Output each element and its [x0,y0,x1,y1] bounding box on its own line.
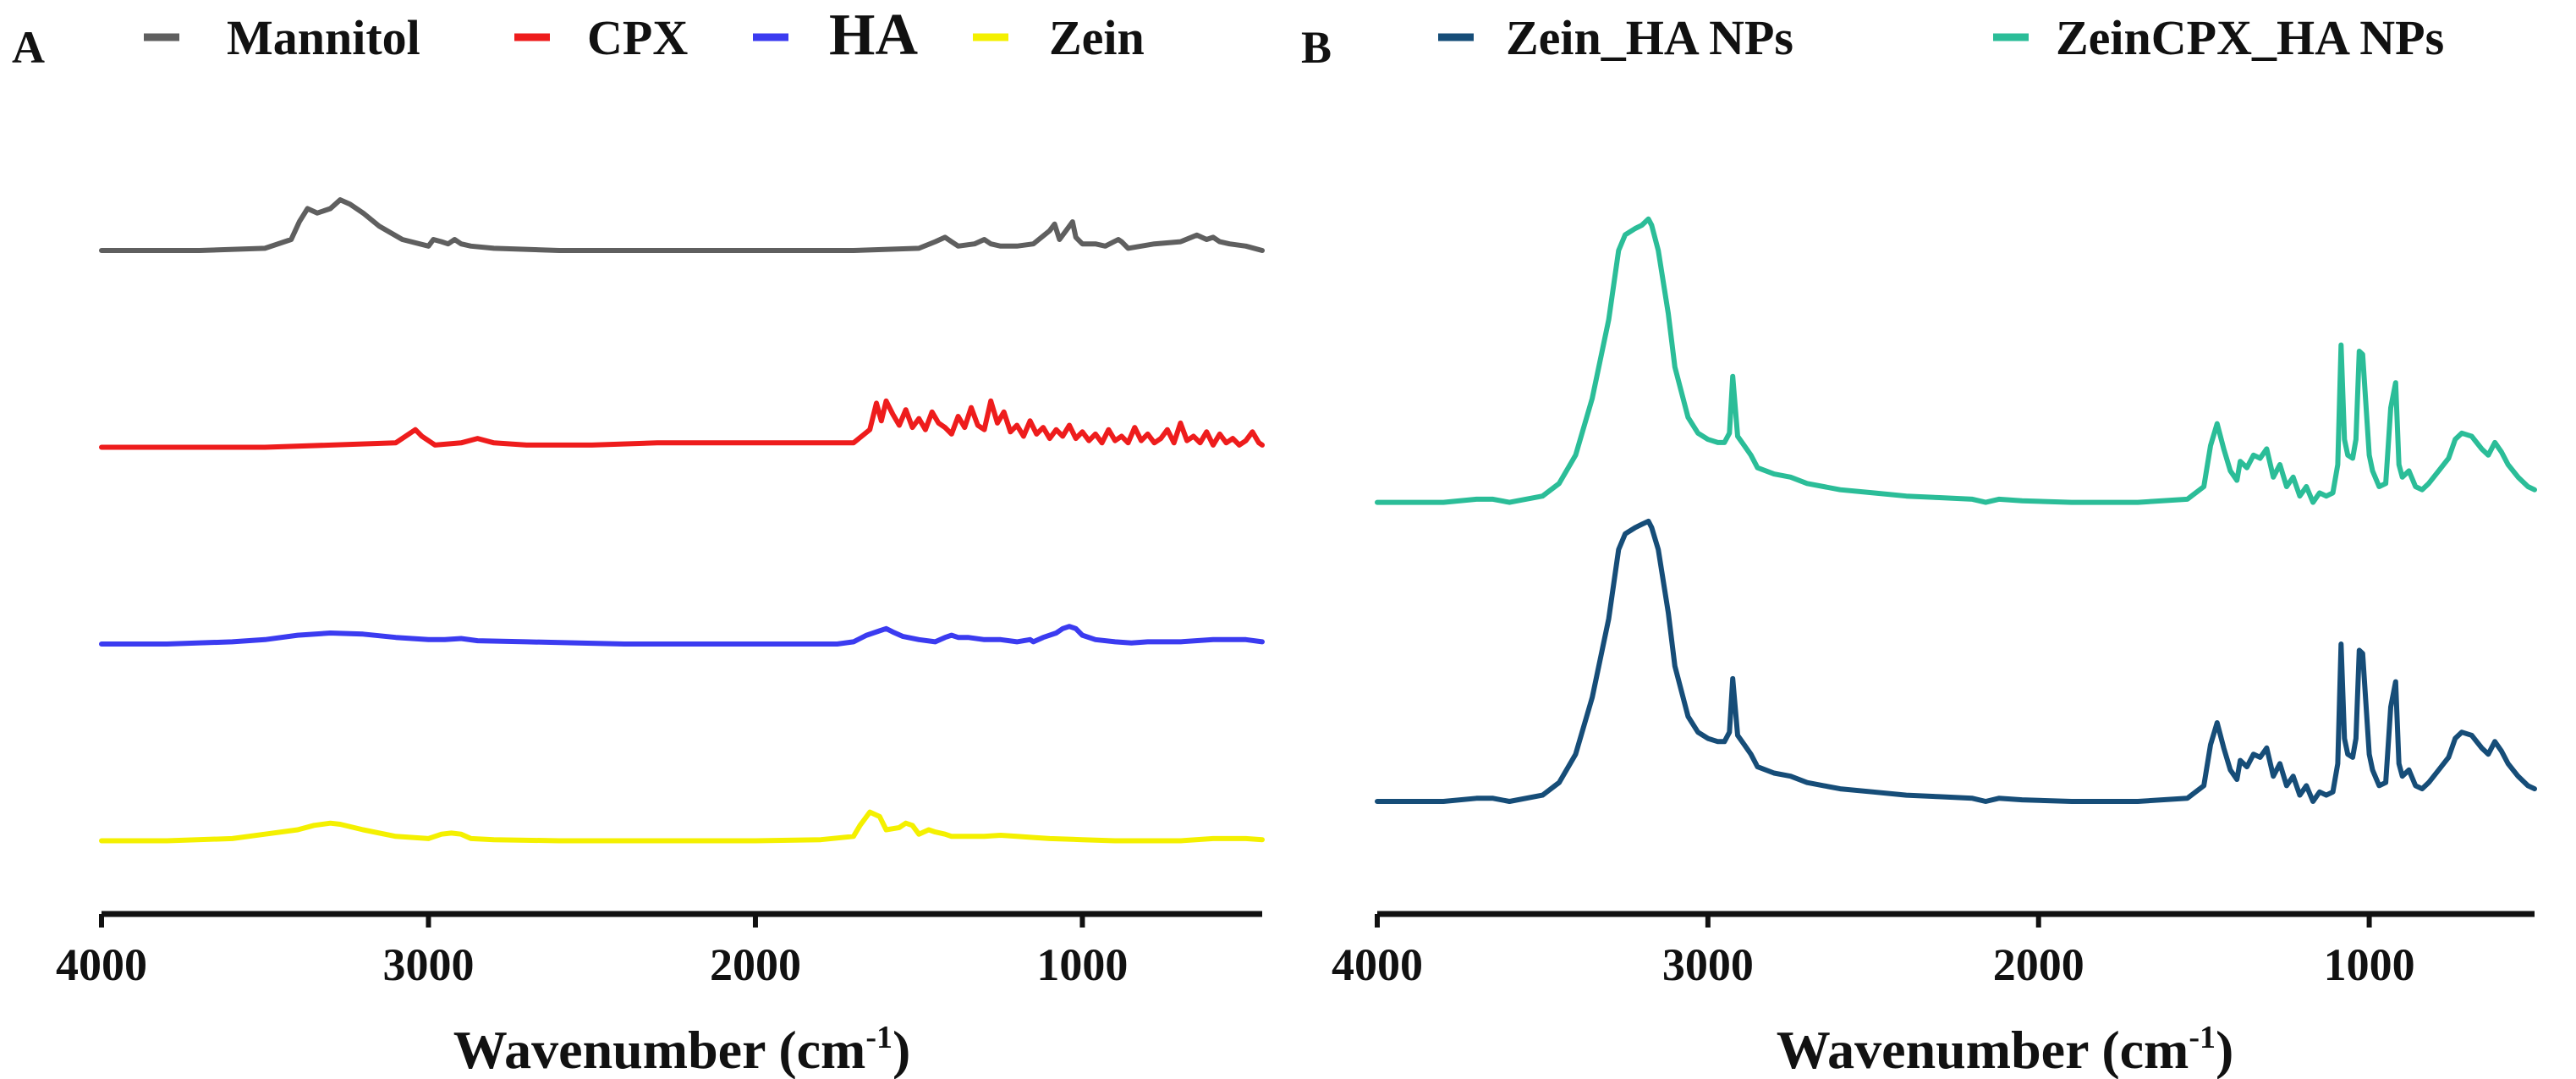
panel-b-tick-label-4000: 4000 [1332,939,1423,990]
panel-a-tick-label-3000: 3000 [382,939,474,990]
panel-a-ticks: 4000 3000 2000 1000 [56,914,1128,990]
panel-b-tick-label-1000: 1000 [2324,939,2415,990]
panel-b: B Zein_HA NPs ZeinCPX_HA NPs 4000 3000 2000… [1301,10,2537,1079]
panel-a: A Mannitol CPX HA Zein 4000 3000 2000 1000 Wav… [12,3,1265,1079]
panel-b-x-axis-title: Wavenumber (cm-1) [1777,1020,2234,1079]
panel-b-legend: Zein_HA NPs ZeinCPX_HA NPs [1438,10,2444,65]
legend-label-cpx: CPX [587,10,688,65]
panel-a-tick-label-4000: 4000 [56,939,147,990]
panel-b-letter: B [1301,22,1332,73]
panel-b-series-zein-ha-nps [1375,518,2537,804]
panel-b-xlabel-superscript: -1 [2189,1020,2216,1055]
panel-a-xlabel-text: Wavenumber (cm [453,1020,866,1079]
panel-a-series-zein [99,809,1265,844]
panel-b-ticks: 4000 3000 2000 1000 [1332,914,2415,990]
legend-label-mannitol: Mannitol [227,10,420,65]
panel-a-x-axis-title: Wavenumber (cm-1) [453,1020,911,1079]
panel-b-tick-label-3000: 3000 [1662,939,1754,990]
panel-a-xlabel-superscript: -1 [865,1020,893,1055]
panel-a-legend: Mannitol CPX HA Zein [144,3,1145,68]
panel-a-series-cpx [99,398,1265,450]
legend-label-zeincpx-ha-nps: ZeinCPX_HA NPs [2056,10,2444,65]
panel-a-tick-label-1000: 1000 [1036,939,1128,990]
panel-b-xlabel-close: ) [2216,1020,2233,1079]
legend-label-zein: Zein [1049,10,1145,65]
panel-b-series-zeincpx-ha-nps [1375,216,2537,505]
legend-label-ha: HA [829,3,918,68]
panel-b-traces [1375,216,2537,804]
legend-label-zein-ha-nps: Zein_HA NPs [1506,10,1793,65]
panel-a-traces [99,197,1265,844]
panel-a-tick-label-2000: 2000 [710,939,801,990]
panel-a-series-ha [99,624,1265,647]
panel-b-xlabel-text: Wavenumber (cm [1777,1020,2189,1079]
panel-a-letter: A [12,22,45,73]
panel-a-xlabel-close: ) [893,1020,910,1079]
panel-b-tick-label-2000: 2000 [1993,939,2084,990]
panel-a-series-mannitol [99,197,1265,253]
